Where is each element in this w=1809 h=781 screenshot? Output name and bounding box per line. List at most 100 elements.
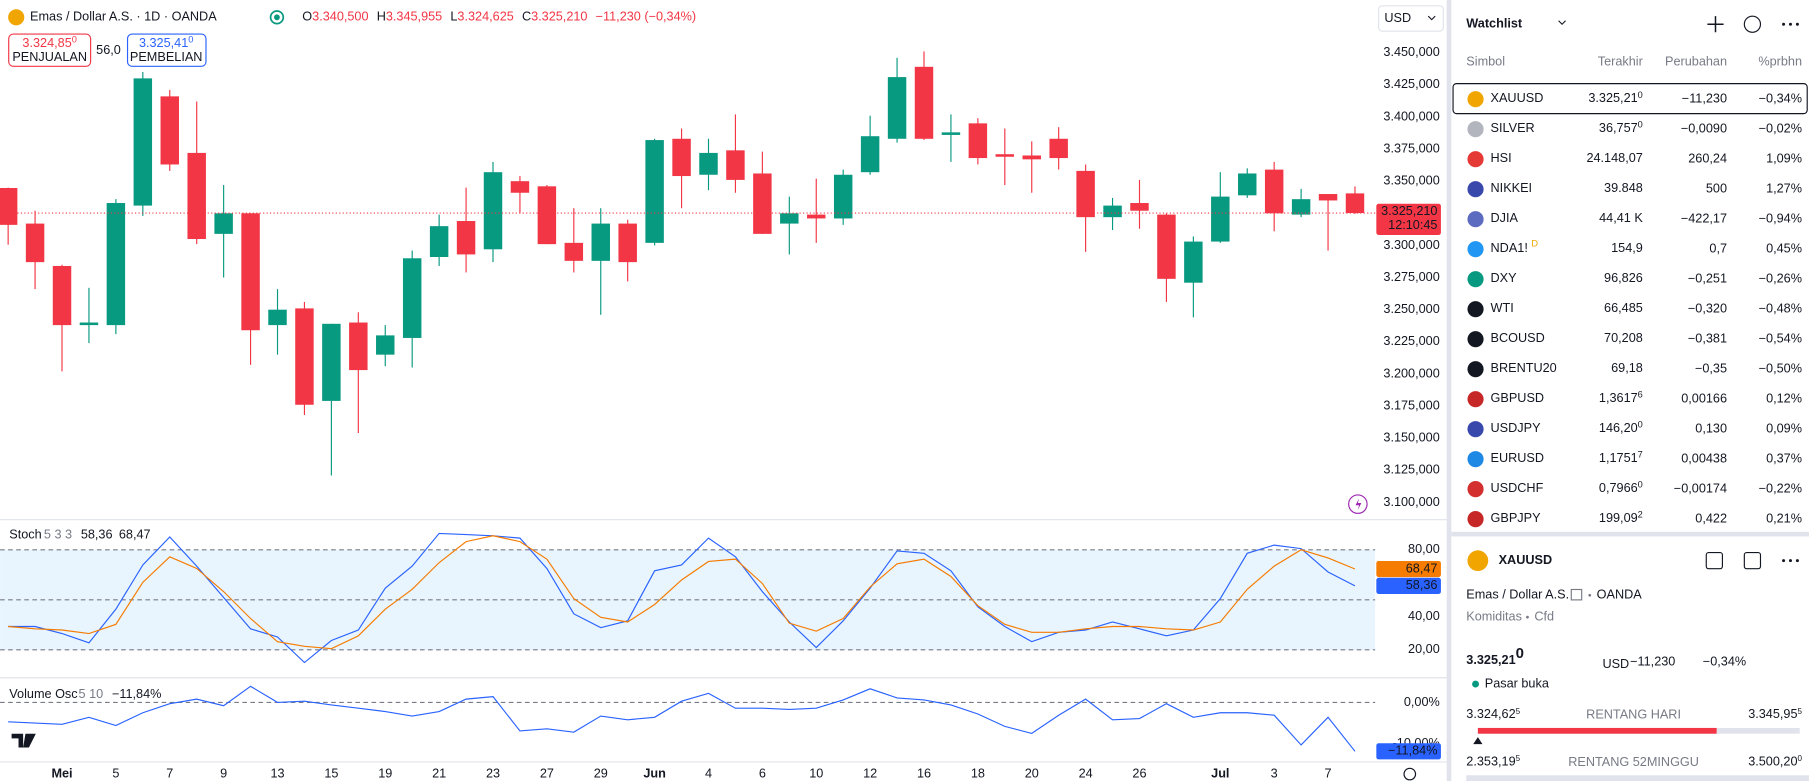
value-label: −11,84% [1388,744,1437,758]
price-countdown: 12:10:45 [1388,218,1437,232]
last-price-main: 1,3617 [1599,391,1638,405]
last-price-sup: 6 [1638,390,1643,400]
buy-price-sup: 0 [188,35,193,45]
symbol[interactable]: GBPJPY [1491,511,1542,525]
separator-dot [1526,615,1529,619]
last-price-main: 44,41 K [1599,212,1643,226]
widget-icon[interactable] [1743,15,1762,33]
y-tick-label: 3.100,000 [1383,495,1439,509]
y-tick-label: 3.450,000 [1383,45,1439,59]
watchlist-title[interactable]: Watchlist [1466,17,1523,31]
x-tick-label: 12 [863,766,877,780]
symbol[interactable]: NDA1! D [1491,239,1539,256]
change-pct: −0,22% [1759,481,1802,495]
symbol[interactable]: DXY [1491,272,1518,286]
symbol-name: USDJPY [1491,421,1542,435]
candle-body [699,152,718,175]
range-high-sup: 0 [1798,754,1803,763]
change: 0,7 [1709,242,1727,256]
settings-icon[interactable] [1403,767,1417,781]
candle-body [564,242,584,261]
x-tick-label: 18 [971,766,985,780]
symbol[interactable]: SILVER [1491,122,1535,136]
more-icon[interactable] [1782,559,1786,563]
change-pct: −0,26% [1759,272,1802,286]
indicator-title: Volume Osc [9,687,77,701]
alert-icon[interactable] [1348,494,1368,514]
candle-body [1049,138,1068,159]
change-pct: −0,94% [1759,212,1802,226]
x-tick-label: 27 [540,766,554,780]
buy-button[interactable] [126,33,207,67]
market-status [269,10,285,25]
last-price-main: 146,20 [1599,421,1638,435]
x-tick-label: 4 [705,766,712,780]
change-pct: −0,02% [1759,122,1802,136]
x-tick-label: 24 [1079,766,1093,780]
separator-dot [1588,593,1592,597]
details-exchange: OANDA [1597,588,1643,602]
candle-body [25,223,45,263]
dropdown-chevron [1427,15,1436,21]
range-high-sup: 5 [1798,707,1803,716]
symbol[interactable]: USDJPY [1491,421,1542,435]
symbol[interactable]: USDCHF [1491,481,1544,495]
link-icon[interactable] [1570,588,1583,601]
symbol[interactable]: BRENTU20 [1491,362,1557,376]
last-price: 0,79660 [1599,480,1643,495]
last-price-sup: 2 [1638,510,1643,520]
currency[interactable]: USD [1384,11,1411,25]
last-price: 66,485 [1604,302,1643,316]
symbol-icon [1467,331,1484,348]
more-icon [1788,559,1792,563]
x-tick-label: 15 [324,766,338,780]
candle-body [1022,155,1041,160]
symbol[interactable]: NIKKEI [1491,182,1533,196]
candle-body [941,132,961,135]
symbol-sup: D [1531,239,1538,249]
details-category: Komiditas [1466,610,1522,624]
symbol-name: SILVER [1491,122,1535,136]
symbol[interactable]: GBPUSD [1491,391,1545,405]
column-header[interactable]: Terakhir [1598,55,1644,69]
column-header[interactable]: %prbhn [1758,55,1802,69]
currency-dropdown[interactable] [1378,5,1444,32]
column-header[interactable]: Perubahan [1665,55,1727,69]
edit-icon[interactable] [1743,552,1762,570]
candle-body [1130,203,1149,211]
change: 500 [1706,182,1727,196]
symbol-title[interactable]: Emas / Dollar A.S. · 1D · OANDA [30,10,217,24]
sell-button[interactable] [8,33,92,67]
symbol[interactable]: DJIA [1491,212,1519,226]
symbol[interactable]: BCOUSD [1491,332,1545,346]
symbol[interactable]: HSI [1491,152,1512,166]
candle-body [268,309,287,326]
candle-body [322,323,341,401]
change: 0,00166 [1681,391,1727,405]
layout-icon[interactable] [1705,552,1723,570]
alert-bolt [1355,498,1362,510]
add-icon[interactable] [1707,16,1724,33]
more-icon[interactable] [1782,22,1786,26]
ohlc-label: C [522,10,531,24]
candle-body [241,213,260,331]
y-tick-label: 3.300,000 [1383,238,1439,252]
x-tick-label: 26 [1132,766,1146,780]
symbol[interactable]: EURUSD [1491,451,1545,465]
symbol[interactable]: WTI [1491,302,1514,316]
ohlc: O3.340,500 H3.345,955 L3.324,625 C3.325,… [302,10,696,24]
symbol-icon [1467,241,1484,258]
details-symbol[interactable]: XAUUSD [1499,553,1553,567]
change-pct: 0,21% [1766,511,1802,525]
y-tick-label: 3.425,000 [1383,77,1439,91]
column-header[interactable]: Simbol [1466,55,1505,69]
details-name: Emas / Dollar A.S. [1466,588,1569,602]
x-tick-label: 16 [917,766,931,780]
change: −11,230 [1682,92,1727,106]
indicator-value: −11,84% [112,687,161,701]
range-high: 3.500,200 [1748,754,1802,769]
last-price: 154,9 [1611,242,1643,256]
symbol[interactable]: XAUUSD [1491,92,1544,106]
candle-body [456,221,476,255]
